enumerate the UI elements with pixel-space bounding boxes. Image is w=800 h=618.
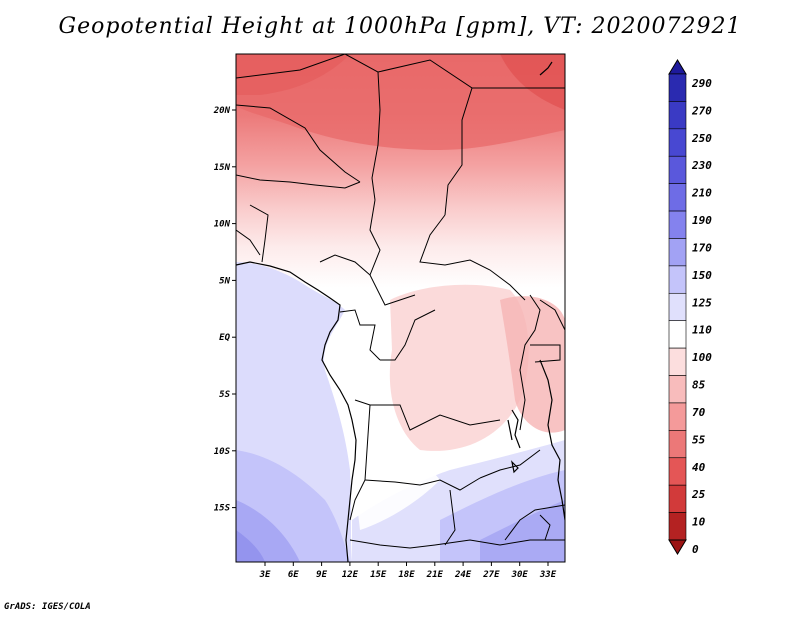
colorbar-segment bbox=[668, 292, 687, 322]
lat-tick-label: EQ bbox=[219, 333, 230, 343]
lon-tick-label: 24E bbox=[454, 570, 472, 580]
colorbar-label: 10 bbox=[692, 516, 706, 529]
colorbar-label: 85 bbox=[692, 379, 706, 392]
chart-title: Geopotential Height at 1000hPa [gpm], VT… bbox=[58, 14, 742, 39]
longitude-axis: 3E 6E 9E 12E 15E 18E 21E 24E 27E 30E 33E bbox=[259, 562, 557, 580]
colorbar-segment bbox=[668, 347, 687, 376]
colorbar-label: 55 bbox=[692, 433, 706, 446]
lat-tick-label: 5S bbox=[219, 390, 230, 400]
colorbar-label: 125 bbox=[692, 296, 712, 309]
colorbar-segment bbox=[668, 128, 687, 157]
lat-tick-label: 10N bbox=[214, 220, 231, 230]
colorbar-segment bbox=[668, 457, 687, 486]
lat-tick-label: 20N bbox=[213, 106, 231, 116]
lat-tick-label: 15N bbox=[214, 163, 231, 173]
colorbar-label: 70 bbox=[692, 406, 706, 419]
map-frame bbox=[235, 53, 566, 563]
lon-tick-label: 3E bbox=[259, 570, 271, 580]
colorbar-segment bbox=[668, 375, 687, 404]
colorbar-label: 250 bbox=[691, 132, 712, 145]
colorbar-segment bbox=[668, 484, 687, 513]
colorbar-segment bbox=[668, 402, 687, 431]
colorbar-segment bbox=[668, 73, 687, 102]
footer-credit: GrADS: IGES/COLA bbox=[4, 602, 91, 612]
colorbar-label: 0 bbox=[692, 543, 699, 556]
colorbar-label: 40 bbox=[692, 461, 706, 474]
lon-tick-label: 33E bbox=[539, 570, 557, 580]
colorbar-label: 290 bbox=[691, 77, 712, 90]
lon-tick-label: 18E bbox=[398, 570, 415, 580]
colorbar: 2902702502302101901701501251101008570554… bbox=[668, 59, 712, 556]
coastline bbox=[236, 61, 565, 562]
colorbar-segment bbox=[668, 183, 687, 212]
colorbar-label: 25 bbox=[691, 488, 706, 501]
colorbar-segment bbox=[668, 320, 687, 349]
colorbar-cap-top bbox=[668, 59, 687, 75]
colorbar-label: 210 bbox=[691, 187, 712, 200]
colorbar-label: 100 bbox=[692, 351, 712, 364]
colorbar-segment bbox=[668, 101, 687, 130]
colorbar-segment bbox=[668, 155, 687, 184]
colorbar-label: 150 bbox=[692, 269, 712, 282]
lat-tick-label: 15S bbox=[214, 504, 231, 514]
lat-tick-label: 10S bbox=[214, 447, 231, 457]
lon-tick-label: 9E bbox=[316, 570, 327, 580]
colorbar-segment bbox=[668, 238, 687, 267]
colorbar-segment bbox=[668, 265, 687, 294]
latitude-axis: 20N 15N 10N 5N EQ 5S 10S 15S bbox=[213, 106, 236, 514]
lon-tick-label: 12E bbox=[342, 570, 359, 580]
lon-tick-label: 30E bbox=[511, 570, 529, 580]
lat-tick-label: 5N bbox=[219, 276, 230, 286]
lon-tick-label: 27E bbox=[482, 570, 500, 580]
colorbar-segment bbox=[668, 430, 687, 459]
colorbar-cap-bottom bbox=[668, 539, 687, 555]
colorbar-label: 110 bbox=[692, 324, 712, 337]
lon-tick-label: 15E bbox=[370, 570, 387, 580]
colorbar-label: 230 bbox=[691, 159, 712, 172]
map-field bbox=[236, 54, 565, 562]
colorbar-segment bbox=[668, 512, 687, 541]
colorbar-label: 190 bbox=[692, 214, 712, 227]
lon-tick-label: 21E bbox=[426, 570, 444, 580]
country-boundaries bbox=[236, 54, 565, 549]
colorbar-segment bbox=[668, 210, 687, 239]
lon-tick-label: 6E bbox=[288, 570, 299, 580]
colorbar-label: 170 bbox=[692, 241, 712, 254]
colorbar-label: 270 bbox=[691, 104, 712, 117]
